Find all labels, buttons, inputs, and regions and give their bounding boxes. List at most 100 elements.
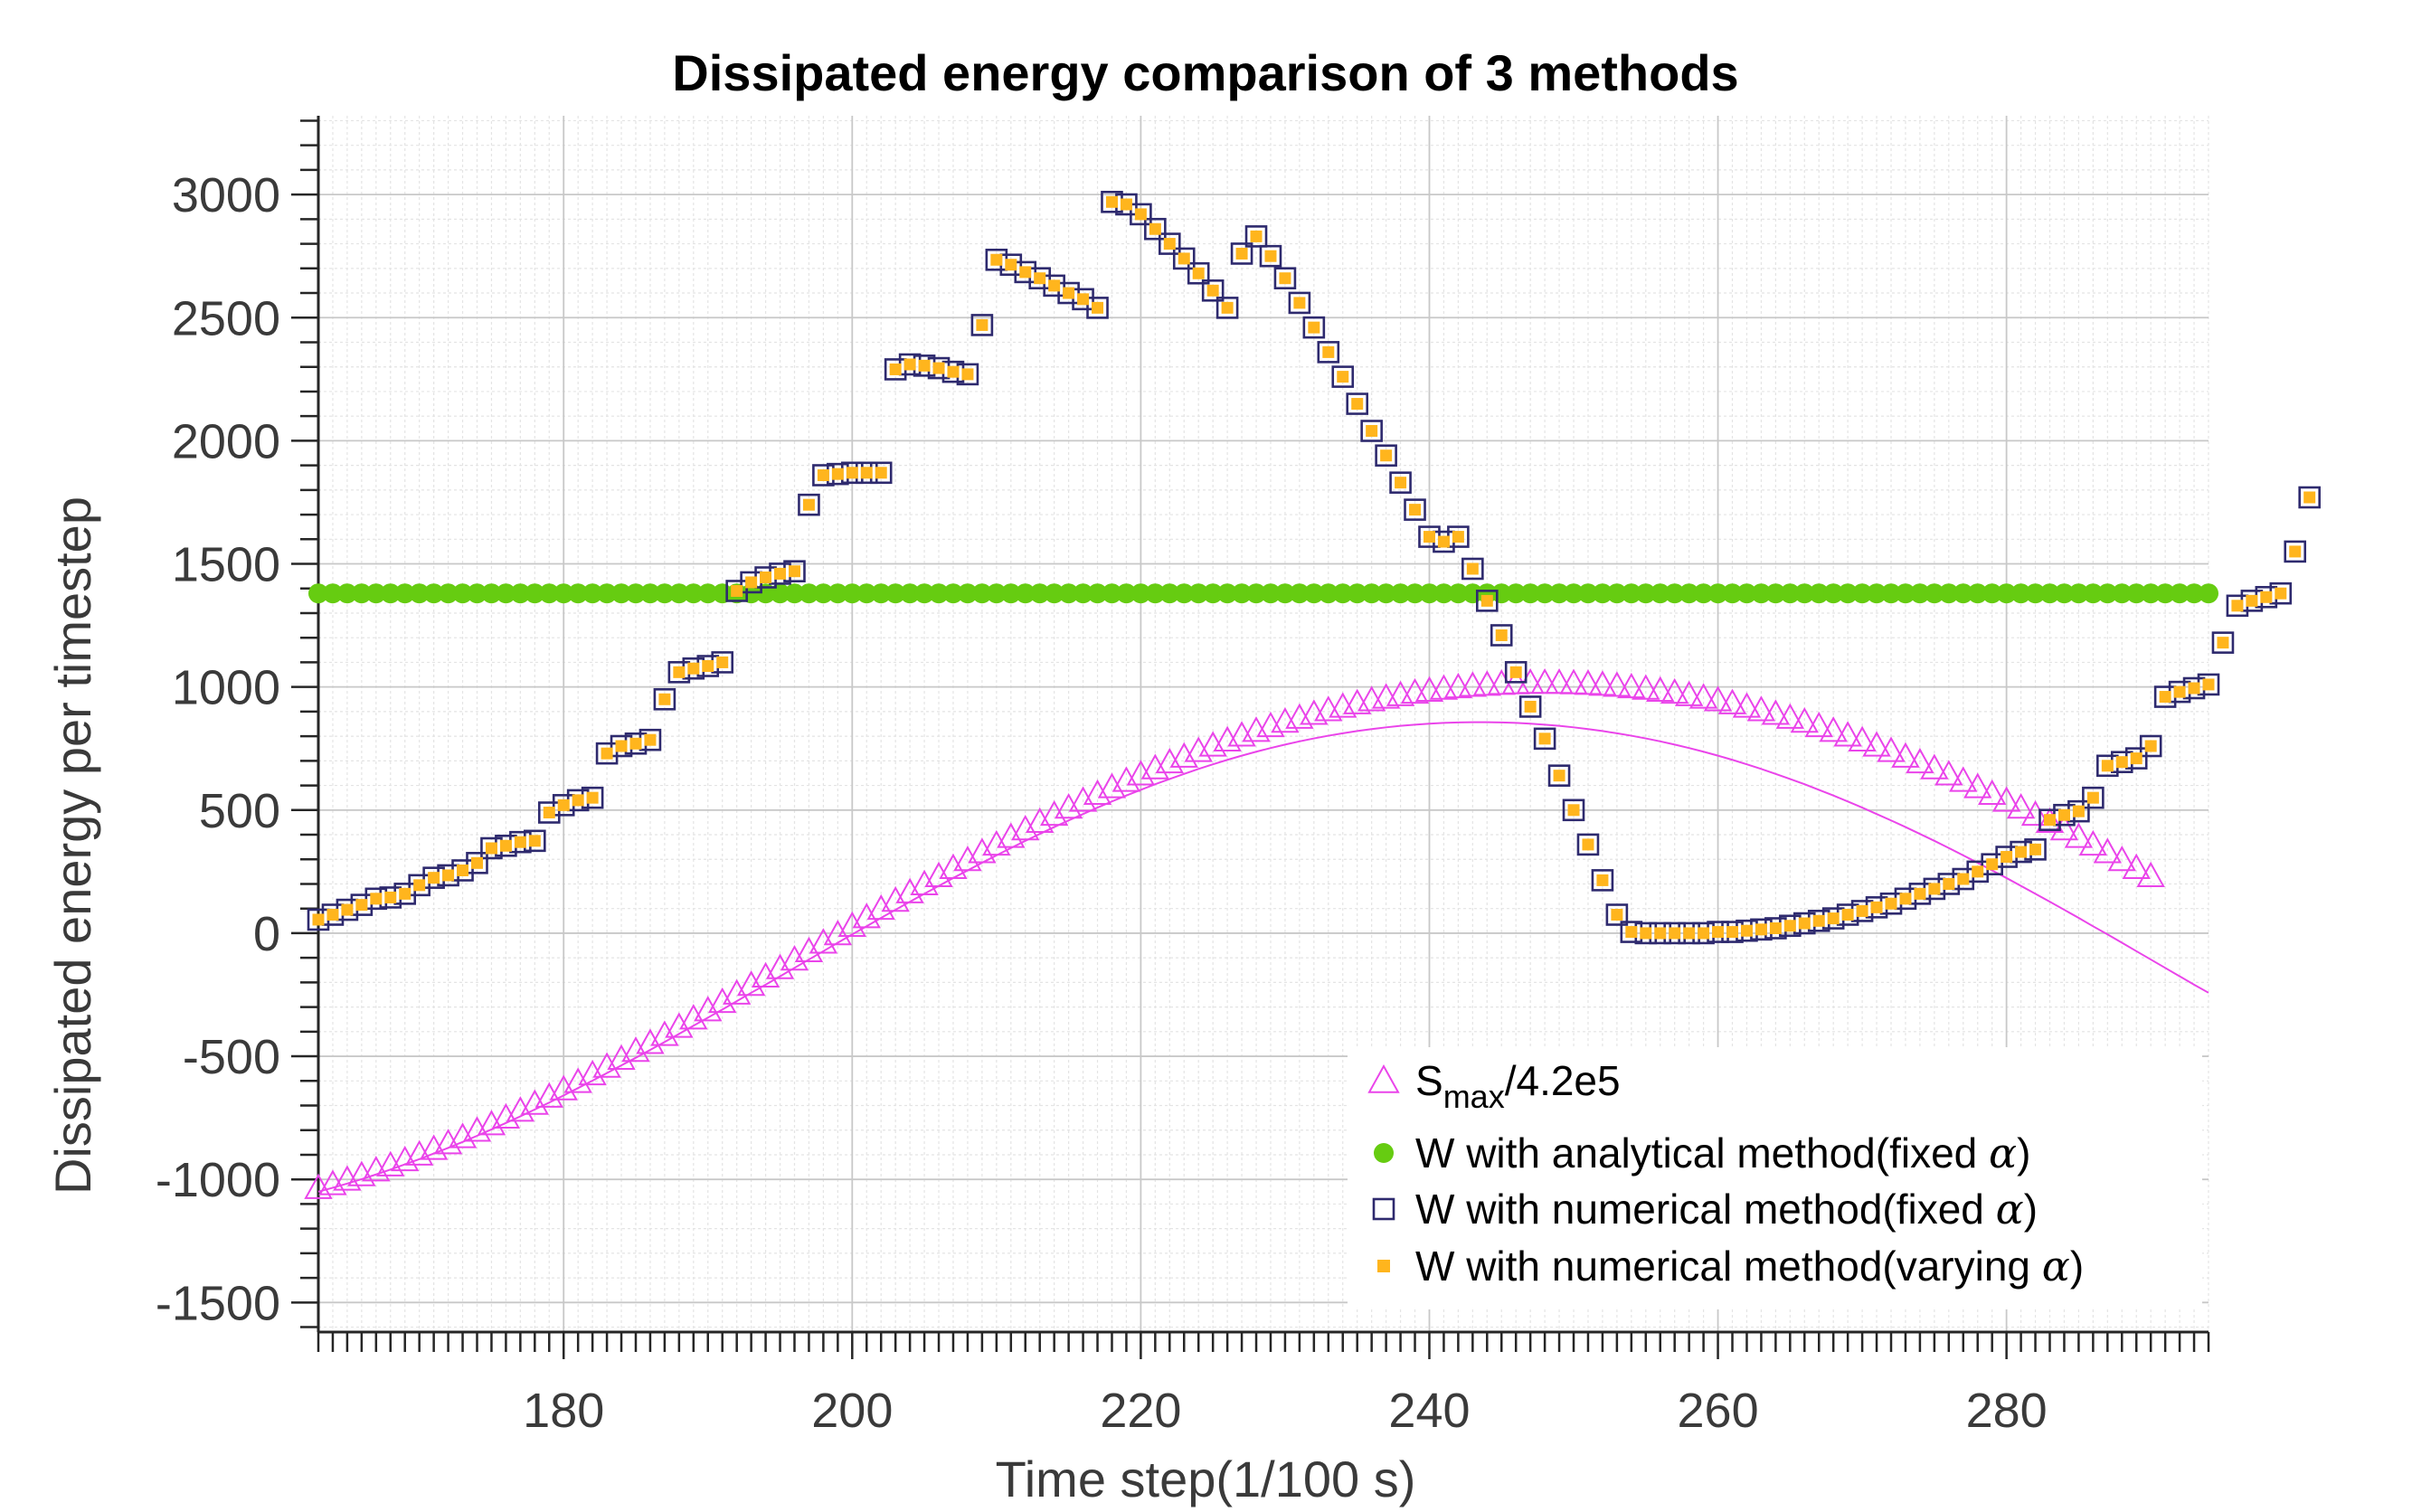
- smax-point: [1790, 706, 1819, 733]
- smax-point: [1054, 793, 1083, 819]
- analytical-point: [625, 583, 646, 604]
- numerical-fixed-point: [1028, 267, 1052, 289]
- smax-point: [736, 970, 766, 997]
- smax-point: [1198, 731, 1227, 757]
- analytical-point: [1058, 583, 1079, 604]
- numerical-fixed-point: [1533, 727, 1556, 751]
- numerical-varying-point: [499, 839, 512, 852]
- analytical-point: [1564, 583, 1584, 604]
- numerical-fixed-point: [1288, 291, 1311, 315]
- numerical-fixed-point: [1576, 833, 1600, 856]
- legend-label-smax: Smax/4.2e5: [1415, 1057, 1621, 1115]
- numerical-fixed-point: [2211, 631, 2235, 654]
- numerical-fixed-point: [1562, 799, 1585, 822]
- analytical-point: [1303, 583, 1324, 604]
- numerical-varying-point: [1250, 230, 1263, 242]
- numerical-fixed-point: [1317, 341, 1340, 364]
- analytical-point: [1809, 583, 1830, 604]
- smax-point: [1545, 667, 1574, 695]
- numerical-fixed-point: [466, 852, 488, 874]
- analytical-point: [856, 583, 877, 604]
- smax-point: [448, 1122, 478, 1148]
- numerical-varying-point: [1972, 865, 1984, 878]
- numerical-varying-point: [586, 791, 599, 804]
- analytical-point: [1130, 583, 1151, 604]
- analytical-point: [539, 583, 560, 604]
- analytical-point: [1520, 583, 1541, 604]
- numerical-fixed-point: [1331, 365, 1355, 388]
- analytical-point: [683, 583, 704, 604]
- numerical-fixed-point: [1158, 232, 1181, 255]
- numerical-varying-point: [1034, 272, 1046, 285]
- analytical-point: [2126, 583, 2147, 604]
- smax-point: [1617, 672, 1646, 699]
- numerical-fixed-point: [1389, 471, 1412, 494]
- analytical-point: [1852, 583, 1873, 604]
- analytical-point: [1621, 583, 1641, 604]
- numerical-varying-point: [817, 469, 829, 482]
- analytical-point: [582, 583, 603, 604]
- numerical-varying-point: [485, 842, 497, 855]
- numerical-fixed-point: [1404, 498, 1426, 521]
- smax-point: [881, 885, 910, 912]
- smax-point: [1775, 703, 1805, 729]
- analytical-point: [380, 583, 401, 604]
- smax-point: [910, 869, 939, 895]
- smax-point: [1472, 670, 1501, 696]
- numerical-fixed-point: [2139, 734, 2162, 758]
- smax-point: [1039, 799, 1069, 827]
- numerical-varying-point: [860, 467, 873, 479]
- smax-point: [852, 902, 881, 929]
- smax-point: [1963, 772, 1992, 799]
- smax-point: [419, 1134, 449, 1160]
- analytical-point: [1895, 583, 1915, 604]
- numerical-varying-point: [1495, 628, 1508, 641]
- smax-point: [1603, 671, 1632, 697]
- numerical-varying-point: [1293, 297, 1306, 309]
- analytical-point: [1982, 583, 2002, 604]
- numerical-varying-point: [1524, 700, 1537, 713]
- analytical-point: [1650, 583, 1670, 604]
- numerical-fixed-point: [2284, 540, 2307, 563]
- smax-point: [1804, 711, 1833, 738]
- numerical-varying-point: [1134, 208, 1147, 221]
- analytical-point: [1419, 583, 1440, 604]
- smax-point: [997, 822, 1026, 848]
- analytical-point: [1592, 583, 1613, 604]
- analytical-point: [1015, 583, 1036, 604]
- analytical-point: [1274, 583, 1295, 604]
- smax-point: [1833, 721, 1862, 747]
- numerical-varying-point: [875, 467, 887, 479]
- smax-point: [433, 1129, 463, 1155]
- y-tick-label: -1500: [156, 1276, 280, 1330]
- y-axis-label: Dissipated energy per timestep: [44, 496, 101, 1195]
- numerical-varying-point: [1019, 266, 1032, 279]
- numerical-fixed-point: [1605, 903, 1629, 926]
- numerical-varying-point: [543, 807, 555, 819]
- smax-point: [1862, 731, 1891, 757]
- smax-point: [462, 1116, 492, 1142]
- y-tick-label: 1500: [172, 538, 280, 592]
- analytical-point: [1174, 583, 1195, 604]
- analytical-point: [957, 583, 978, 604]
- numerical-varying-point: [2159, 691, 2171, 704]
- smax-point: [1632, 674, 1660, 700]
- numerical-varying-point: [1105, 195, 1118, 208]
- numerical-varying-point: [2202, 678, 2215, 691]
- smax-point: [809, 928, 838, 954]
- analytical-point: [2054, 583, 2075, 604]
- analytical-point: [2112, 583, 2133, 604]
- analytical-point: [1722, 583, 1743, 604]
- smax-point: [534, 1082, 563, 1108]
- numerical-fixed-point: [2082, 786, 2105, 809]
- numerical-varying-point: [2029, 843, 2042, 855]
- analytical-point: [885, 583, 906, 604]
- numerical-varying-point: [1654, 927, 1667, 940]
- smax-point: [2107, 846, 2136, 872]
- analytical-point: [597, 583, 618, 604]
- analytical-point: [1102, 583, 1122, 604]
- numerical-varying-point: [2001, 851, 2013, 864]
- numerical-varying-point: [1048, 279, 1061, 292]
- numerical-fixed-point: [1172, 247, 1196, 270]
- numerical-varying-point: [557, 799, 570, 811]
